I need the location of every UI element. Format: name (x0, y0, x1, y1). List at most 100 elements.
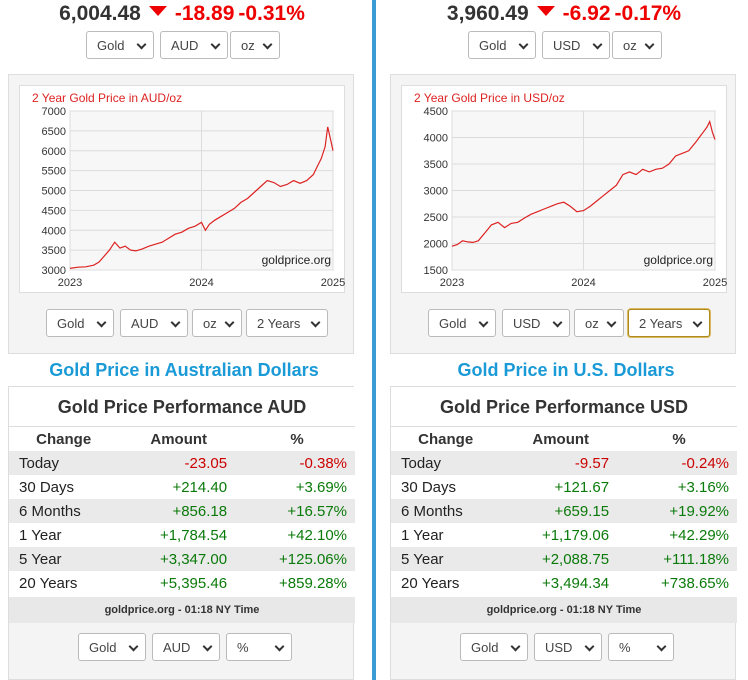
unit-select[interactable]: oz (230, 31, 280, 59)
performance-card: Gold Price Performance USD Change Amount… (391, 387, 737, 623)
bottom-currency-select[interactable]: AUD (152, 633, 220, 661)
row-label: 5 Year (9, 547, 119, 571)
row-label: 30 Days (19, 478, 75, 496)
table-row: 30 Days +121.67 +3.16% (391, 475, 737, 499)
unit-select[interactable]: oz (612, 31, 662, 59)
x-tick-label: 2024 (189, 277, 213, 289)
y-tick-label: 6000 (42, 146, 66, 158)
y-tick-label: 6500 (42, 126, 66, 138)
chart-currency-select[interactable]: AUD (120, 309, 188, 337)
chart-metal-select[interactable]: Gold (428, 309, 496, 337)
row-amount: -9.57 (500, 451, 622, 475)
col-header-percent: % (672, 430, 686, 448)
current-price: 6,004.48 (59, 2, 141, 25)
chevron-down-icon (136, 39, 147, 50)
performance-table: Change Amount % Today -9.57 -0.24% 30 Days… (391, 427, 737, 595)
bottom-currency-select[interactable]: USD (534, 633, 602, 661)
price-chart: 2 Year Gold Price in USD/oz 1500 2000 2500 3… (414, 91, 727, 289)
chart-unit-select[interactable]: oz (574, 309, 624, 337)
bottom-unit-select[interactable]: % (226, 633, 292, 661)
currency-select[interactable]: AUD (160, 31, 228, 59)
chart-currency-select[interactable]: USD (502, 309, 570, 337)
row-percent: -0.24% (621, 451, 737, 475)
y-tick-label: 3500 (424, 159, 448, 171)
chevron-down-icon (510, 641, 521, 652)
section-heading: Gold Price in Australian Dollars (49, 360, 319, 380)
row-amount: +5,395.46 (159, 574, 228, 592)
metal-select[interactable]: Gold (468, 31, 536, 59)
current-price: 3,960.49 (446, 2, 529, 25)
y-tick-label: 4500 (424, 106, 448, 118)
chart-unit-select-value: oz (203, 315, 217, 331)
x-tick-label: 2025 (703, 277, 727, 289)
performance-card: Gold Price Performance AUD Change Amount… (9, 387, 355, 623)
chart-metal-select-value: Gold (57, 315, 85, 331)
chart-currency-select-value: USD (513, 315, 541, 331)
chart-metal-select[interactable]: Gold (46, 309, 114, 337)
timestamp-footer: goldprice.org - 01:18 NY Time (9, 597, 355, 623)
row-percent: +859.28% (279, 574, 347, 592)
currency-select-value: AUD (171, 37, 199, 53)
bottom-currency-select-value: USD (545, 639, 573, 655)
row-percent: +125.06% (239, 547, 355, 571)
col-header-change: Change (418, 430, 474, 448)
table-row: 5 Year +3,347.00 +125.06% (9, 547, 355, 571)
chart-currency-select-value: AUD (131, 315, 159, 331)
price-change-percent: -0.31% (238, 2, 305, 25)
row-amount: +856.18 (118, 499, 240, 523)
bottom-unit-select[interactable]: % (608, 633, 674, 661)
bottom-metal-select[interactable]: Gold (460, 633, 528, 661)
table-header-row: Change Amount % (391, 427, 737, 451)
chevron-down-icon (584, 641, 595, 652)
row-label: 6 Months (9, 499, 119, 523)
chart-period-select-value: 2 Years (639, 315, 683, 331)
bottom-unit-select-value: % (619, 639, 631, 655)
col-header-percent: % (290, 430, 304, 448)
row-amount: -23.05 (118, 451, 240, 475)
chart-period-select-value: 2 Years (257, 315, 301, 331)
row-percent: +19.92% (621, 499, 737, 523)
row-percent: +738.65% (661, 574, 729, 592)
chevron-down-icon (656, 641, 667, 652)
x-tick-label: 2024 (571, 277, 595, 289)
row-label: 20 Years (19, 574, 78, 592)
performance-table: Change Amount % Today -23.05 -0.38% 30 Day… (9, 427, 355, 595)
table-row: 6 Months +856.18 +16.57% (9, 499, 355, 523)
chart-unit-select[interactable]: oz (192, 309, 242, 337)
row-amount: +1,784.54 (159, 526, 228, 544)
chevron-down-icon (202, 641, 213, 652)
row-percent: +3.69% (295, 478, 347, 496)
unit-select-value: oz (623, 37, 637, 53)
chart-watermark: goldprice.org (644, 253, 713, 267)
currency-select-value: USD (553, 37, 581, 53)
row-percent: +42.29% (669, 526, 729, 544)
timestamp-footer: goldprice.org - 01:18 NY Time (391, 597, 737, 623)
y-tick-label: 4500 (42, 205, 66, 217)
bottom-metal-select[interactable]: Gold (78, 633, 146, 661)
chevron-down-icon (518, 39, 529, 50)
row-amount: +659.15 (500, 499, 622, 523)
chevron-down-icon (170, 317, 181, 328)
chevron-down-icon (692, 317, 703, 328)
row-amount: +1,179.06 (541, 526, 610, 544)
row-percent: +111.18% (621, 547, 737, 571)
performance-panel: Gold Price Performance AUD Change Amount… (8, 386, 355, 680)
x-tick-label: 2025 (321, 277, 345, 289)
chart-container: 2 Year Gold Price in AUD/oz 3000 3500 4000 4… (19, 85, 345, 293)
row-percent: -0.38% (239, 451, 355, 475)
chevron-down-icon (592, 39, 603, 50)
currency-select[interactable]: USD (542, 31, 610, 59)
chart-period-select[interactable]: 2 Years (246, 309, 328, 337)
table-row: 6 Months +659.15 +19.92% (391, 499, 737, 523)
price-header: 3,960.49 -6.92 -0.17% (386, 2, 746, 30)
metal-select-value: Gold (97, 37, 125, 53)
metal-select[interactable]: Gold (86, 31, 154, 59)
table-row: 20 Years +5,395.46 +859.28% (9, 571, 355, 595)
performance-title: Gold Price Performance AUD (9, 387, 355, 427)
row-amount: +3,494.34 (541, 574, 610, 592)
chart-watermark: goldprice.org (262, 253, 331, 267)
row-label: 5 Year (391, 547, 501, 571)
chevron-down-icon (96, 317, 107, 328)
chart-period-select[interactable]: 2 Years (628, 309, 710, 337)
chevron-down-icon (128, 641, 139, 652)
